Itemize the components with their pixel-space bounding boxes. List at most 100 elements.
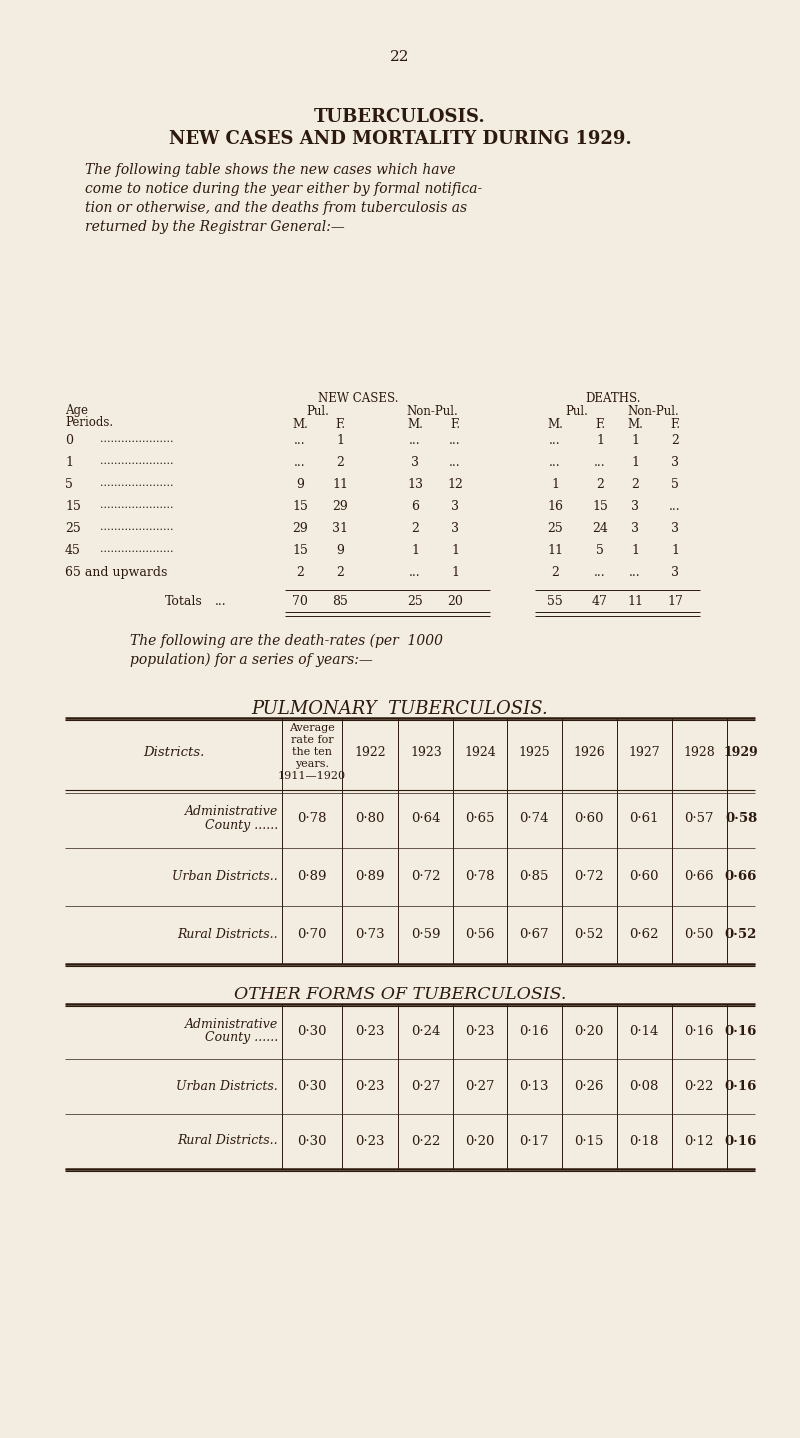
Text: Rural Districts..: Rural Districts.. — [178, 1135, 278, 1148]
Text: 1929: 1929 — [724, 746, 758, 759]
Text: 25: 25 — [65, 522, 81, 535]
Text: 1: 1 — [411, 544, 419, 557]
Text: ...: ... — [549, 434, 561, 447]
Text: 0·12: 0·12 — [684, 1135, 714, 1148]
Text: .....................: ..................... — [100, 477, 174, 487]
Text: 0·70: 0·70 — [298, 929, 326, 942]
Text: 2: 2 — [551, 567, 559, 580]
Text: 1925: 1925 — [518, 746, 550, 759]
Text: 20: 20 — [447, 595, 463, 608]
Text: 1928: 1928 — [683, 746, 715, 759]
Text: 11: 11 — [332, 477, 348, 490]
Text: 1922: 1922 — [354, 746, 386, 759]
Text: 24: 24 — [592, 522, 608, 535]
Text: Districts.: Districts. — [143, 746, 204, 759]
Text: 3: 3 — [631, 500, 639, 513]
Text: Totals: Totals — [165, 595, 202, 608]
Text: 3: 3 — [671, 456, 679, 469]
Text: F.: F. — [670, 418, 680, 431]
Text: 0·30: 0·30 — [298, 1025, 326, 1038]
Text: 1923: 1923 — [410, 746, 442, 759]
Text: 25: 25 — [547, 522, 563, 535]
Text: ...: ... — [594, 456, 606, 469]
Text: 16: 16 — [547, 500, 563, 513]
Text: Rural Districts..: Rural Districts.. — [178, 928, 278, 940]
Text: 0·56: 0·56 — [466, 929, 494, 942]
Text: 12: 12 — [447, 477, 463, 490]
Text: TUBERCULOSIS.: TUBERCULOSIS. — [314, 108, 486, 127]
Text: 0·16: 0·16 — [725, 1080, 757, 1093]
Text: 3: 3 — [411, 456, 419, 469]
Text: Pul.: Pul. — [306, 406, 330, 418]
Text: the ten: the ten — [292, 746, 332, 756]
Text: 0·23: 0·23 — [466, 1025, 494, 1038]
Text: 0·78: 0·78 — [466, 870, 494, 883]
Text: 0: 0 — [65, 434, 73, 447]
Text: 85: 85 — [332, 595, 348, 608]
Text: 0·14: 0·14 — [630, 1025, 658, 1038]
Text: 0·26: 0·26 — [574, 1080, 604, 1093]
Text: Administrative: Administrative — [185, 805, 278, 818]
Text: come to notice during the year either by formal notifica-: come to notice during the year either by… — [85, 183, 482, 196]
Text: NEW CASES.: NEW CASES. — [318, 393, 398, 406]
Text: 0·72: 0·72 — [411, 870, 441, 883]
Text: 15: 15 — [292, 500, 308, 513]
Text: 0·52: 0·52 — [574, 929, 604, 942]
Text: 45: 45 — [65, 544, 81, 557]
Text: 1924: 1924 — [464, 746, 496, 759]
Text: 65 and upwards: 65 and upwards — [65, 567, 167, 580]
Text: 9: 9 — [336, 544, 344, 557]
Text: 0·17: 0·17 — [519, 1135, 549, 1148]
Text: 0·30: 0·30 — [298, 1135, 326, 1148]
Text: rate for: rate for — [290, 735, 334, 745]
Text: 0·52: 0·52 — [725, 929, 757, 942]
Text: 0·13: 0·13 — [519, 1080, 549, 1093]
Text: .....................: ..................... — [100, 544, 174, 554]
Text: 1: 1 — [631, 544, 639, 557]
Text: ...: ... — [629, 567, 641, 580]
Text: 1: 1 — [631, 434, 639, 447]
Text: 1: 1 — [671, 544, 679, 557]
Text: 29: 29 — [332, 500, 348, 513]
Text: ...: ... — [409, 567, 421, 580]
Text: 6: 6 — [411, 500, 419, 513]
Text: Pul.: Pul. — [566, 406, 589, 418]
Text: 29: 29 — [292, 522, 308, 535]
Text: 5: 5 — [596, 544, 604, 557]
Text: Urban Districts..: Urban Districts.. — [172, 870, 278, 883]
Text: 3: 3 — [451, 522, 459, 535]
Text: ...: ... — [294, 434, 306, 447]
Text: M.: M. — [292, 418, 308, 431]
Text: F.: F. — [335, 418, 345, 431]
Text: ...: ... — [594, 567, 606, 580]
Text: ...: ... — [409, 434, 421, 447]
Text: 0·23: 0·23 — [355, 1135, 385, 1148]
Text: 0·18: 0·18 — [630, 1135, 658, 1148]
Text: F.: F. — [450, 418, 460, 431]
Text: 0·27: 0·27 — [411, 1080, 441, 1093]
Text: population) for a series of years:—: population) for a series of years:— — [130, 653, 373, 667]
Text: .....................: ..................... — [100, 522, 174, 532]
Text: Urban Districts.: Urban Districts. — [176, 1080, 278, 1093]
Text: Periods.: Periods. — [65, 416, 113, 429]
Text: 0·72: 0·72 — [574, 870, 604, 883]
Text: 0·66: 0·66 — [684, 870, 714, 883]
Text: 0·16: 0·16 — [684, 1025, 714, 1038]
Text: Non-Pul.: Non-Pul. — [406, 406, 458, 418]
Text: 2: 2 — [336, 456, 344, 469]
Text: 0·30: 0·30 — [298, 1080, 326, 1093]
Text: County ......: County ...... — [205, 1031, 278, 1044]
Text: M.: M. — [547, 418, 563, 431]
Text: M.: M. — [627, 418, 643, 431]
Text: 22: 22 — [390, 50, 410, 65]
Text: 0·27: 0·27 — [466, 1080, 494, 1093]
Text: 3: 3 — [451, 500, 459, 513]
Text: 3: 3 — [631, 522, 639, 535]
Text: 0·22: 0·22 — [684, 1080, 714, 1093]
Text: 0·23: 0·23 — [355, 1025, 385, 1038]
Text: 2: 2 — [296, 567, 304, 580]
Text: 25: 25 — [407, 595, 423, 608]
Text: 70: 70 — [292, 595, 308, 608]
Text: 0·66: 0·66 — [725, 870, 757, 883]
Text: 0·22: 0·22 — [411, 1135, 441, 1148]
